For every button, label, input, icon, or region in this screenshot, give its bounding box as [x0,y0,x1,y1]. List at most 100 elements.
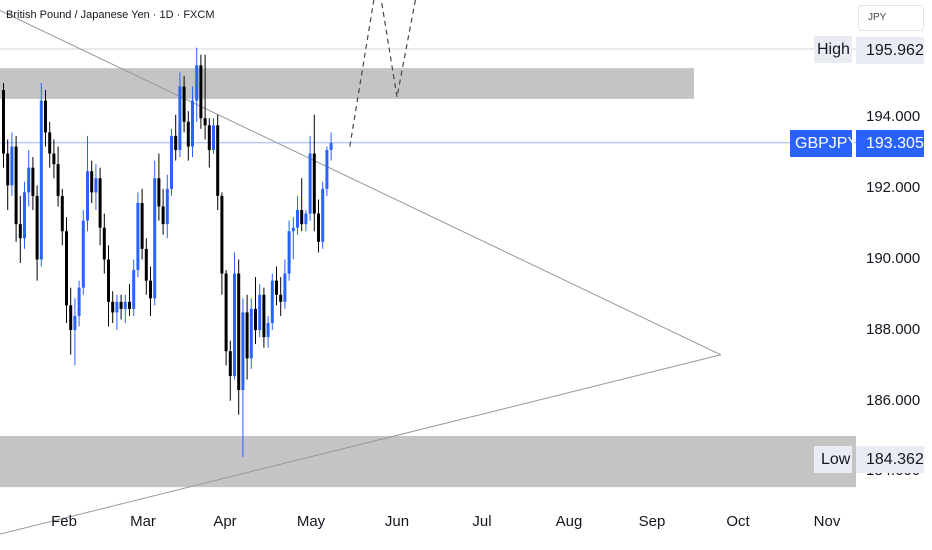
candle-body [224,273,228,352]
candle [115,294,119,331]
candle [186,111,190,161]
candle [119,294,123,320]
candle-body [31,167,35,196]
candle [308,135,312,221]
currency-selector[interactable]: JPY [858,5,924,31]
candle-body [56,164,60,196]
candle-body [317,213,320,242]
candlestick-series [2,47,333,458]
y-tick-label: 194.000 [866,108,921,125]
candle-body [178,86,182,151]
x-tick-label: Apr [213,513,237,530]
candle-body [195,65,199,101]
candle [39,82,43,267]
candle [27,150,31,207]
candle-body [300,210,304,225]
candle [287,220,291,281]
y-tick-label: 186.000 [866,392,921,409]
candle [317,199,320,253]
y-tick-label: 192.000 [866,179,921,196]
candle-body [149,280,152,299]
candle-body [228,351,232,376]
candle-body [283,273,287,302]
candle [153,160,157,306]
current-price-tag: 193.305 [856,130,924,157]
candle-body [44,100,47,133]
candle-body [182,86,186,122]
candle [48,121,52,168]
candle-body [241,312,245,391]
candle-body [77,287,81,316]
candle [165,174,169,239]
y-tick-label: 188.000 [866,321,921,338]
candle [10,132,14,196]
candle [275,266,278,306]
candle [107,245,110,327]
candle-body [207,125,211,151]
candle-body [186,121,190,147]
x-tick-label: May [296,513,326,530]
candle [312,114,316,232]
candle [329,132,333,161]
candle [220,192,224,295]
candle-body [296,210,299,228]
candle-body [140,202,144,249]
candle-body [60,195,64,232]
candle [245,294,249,380]
candle-body [14,146,18,225]
candle [14,135,18,242]
candle [279,277,283,316]
candle [199,54,203,129]
candle [203,54,207,140]
candle-body [98,178,102,228]
candle-body [291,227,295,232]
candle [174,114,178,161]
high-label: High [814,36,852,63]
candle-body [325,150,329,189]
candle [18,195,22,263]
candle [270,273,274,331]
candle [44,90,47,147]
candle-body [94,178,98,193]
candle-body [52,153,56,165]
candle [300,178,304,232]
candle [60,188,64,246]
candle-body [304,213,308,225]
candle [157,153,161,221]
price-zones [0,68,856,488]
candle-body [312,153,316,214]
candle [178,72,182,158]
candle-body [279,294,283,302]
candle [128,284,131,316]
candle [262,287,266,348]
candle [140,188,144,260]
candle [144,238,148,295]
trendline-upper [0,9,722,356]
candle [77,280,81,327]
candle [233,252,236,380]
candle-body [275,280,278,295]
candle-body [165,188,169,225]
candle-body [329,142,333,151]
candle [98,167,102,246]
candle-body [199,65,203,119]
x-tick-label: Jul [472,513,492,530]
candle [241,298,245,458]
candle [6,139,10,211]
candle [69,287,73,355]
candle [170,128,173,196]
x-tick-label: Aug [555,513,583,530]
candle [254,277,257,345]
candle [291,217,295,260]
projection-path [349,0,416,147]
high-value: 195.962 [856,37,924,64]
candle-body [39,100,43,260]
candle-body [107,259,110,302]
candle [191,86,194,158]
candle [136,192,140,278]
x-tick-label: Sep [638,513,666,530]
candle-body [128,301,131,309]
candle-body [258,294,262,331]
candle [228,340,232,401]
